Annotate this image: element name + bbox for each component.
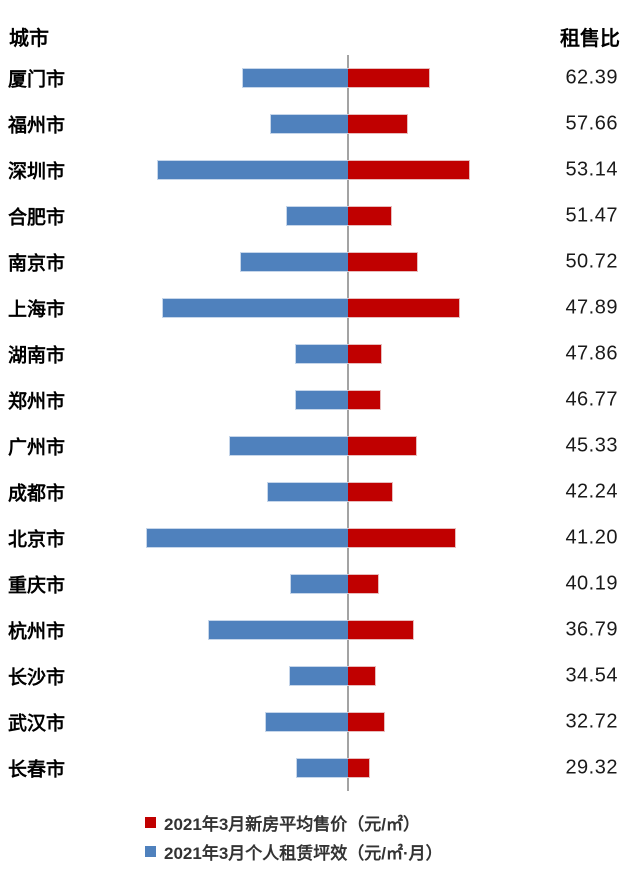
rent-bar (267, 482, 348, 502)
city-label: 湖南市 (8, 345, 66, 367)
price-bar (348, 666, 376, 686)
center-axis (347, 55, 349, 791)
chart-row: 郑州市 46.77 (0, 377, 628, 423)
ratio-value: 50.72 (565, 250, 618, 273)
city-label: 重庆市 (8, 575, 66, 597)
price-bar (348, 528, 456, 548)
rent-bar (229, 436, 348, 456)
price-bar (348, 206, 392, 226)
ratio-column-header: 租售比 (560, 28, 620, 50)
price-bar (348, 620, 414, 640)
chart-row: 福州市 57.66 (0, 101, 628, 147)
city-label: 北京市 (8, 529, 66, 551)
chart-row: 湖南市 47.86 (0, 331, 628, 377)
city-label: 合肥市 (8, 207, 66, 229)
legend-item-rent: 2021年3月个人租赁坪效（元/㎡·月） (145, 841, 628, 863)
rent-bar (295, 390, 348, 410)
rent-bar (290, 574, 348, 594)
legend-swatch-price-icon (145, 816, 156, 828)
chart-row: 南京市 50.72 (0, 239, 628, 285)
city-label: 成都市 (8, 483, 66, 505)
chart-row: 合肥市 51.47 (0, 193, 628, 239)
ratio-value: 51.47 (565, 204, 618, 227)
rent-bar (162, 298, 348, 318)
city-label: 广州市 (8, 437, 66, 459)
price-bar (348, 574, 379, 594)
chart-row: 广州市 45.33 (0, 423, 628, 469)
diverging-bar-chart: 厦门市 62.39 福州市 57.66 深圳市 53.14 合肥市 51.47 南京市 50.72… (0, 55, 628, 791)
city-label: 郑州市 (8, 391, 66, 413)
city-label: 福州市 (8, 115, 66, 137)
legend-item-price: 2021年3月新房平均售价（元/㎡） (145, 812, 628, 834)
rent-bar (286, 206, 348, 226)
ratio-value: 29.32 (565, 756, 618, 779)
legend-label: 2021年3月个人租赁坪效（元/㎡·月） (164, 843, 443, 863)
chart-row: 北京市 41.20 (0, 515, 628, 561)
chart-row: 上海市 47.89 (0, 285, 628, 331)
price-bar (348, 160, 470, 180)
rent-bar (240, 252, 348, 272)
city-label: 南京市 (8, 253, 66, 275)
ratio-value: 46.77 (565, 388, 618, 411)
chart-row: 成都市 42.24 (0, 469, 628, 515)
ratio-value: 62.39 (565, 66, 618, 89)
rent-bar (265, 712, 348, 732)
city-label: 深圳市 (8, 161, 66, 183)
ratio-value: 47.86 (565, 342, 618, 365)
price-bar (348, 68, 430, 88)
rent-bar (270, 114, 348, 134)
rent-bar (295, 344, 348, 364)
chart-row: 长春市 29.32 (0, 745, 628, 791)
chart-row: 厦门市 62.39 (0, 55, 628, 101)
ratio-value: 36.79 (565, 618, 618, 641)
rent-bar (289, 666, 348, 686)
price-bar (348, 712, 385, 732)
chart-row: 深圳市 53.14 (0, 147, 628, 193)
ratio-value: 42.24 (565, 480, 618, 503)
chart-row: 重庆市 40.19 (0, 561, 628, 607)
city-label: 武汉市 (8, 713, 66, 735)
ratio-value: 45.33 (565, 434, 618, 457)
price-bar (348, 114, 408, 134)
rent-bar (146, 528, 348, 548)
ratio-value: 47.89 (565, 296, 618, 319)
city-label: 长春市 (8, 759, 66, 781)
ratio-value: 34.54 (565, 664, 618, 687)
chart-row: 长沙市 34.54 (0, 653, 628, 699)
ratio-value: 53.14 (565, 158, 618, 181)
ratio-value: 40.19 (565, 572, 618, 595)
ratio-value: 41.20 (565, 526, 618, 549)
city-label: 上海市 (8, 299, 66, 321)
column-headers: 城市 租售比 (0, 22, 628, 50)
chart-row: 武汉市 32.72 (0, 699, 628, 745)
ratio-value: 32.72 (565, 710, 618, 733)
rent-bar (296, 758, 348, 778)
legend-swatch-rent-icon (145, 845, 156, 857)
legend-label: 2021年3月新房平均售价（元/㎡） (164, 814, 420, 834)
city-label: 杭州市 (8, 621, 66, 643)
chart-legend: 2021年3月新房平均售价（元/㎡） 2021年3月个人租赁坪效（元/㎡·月） (0, 812, 628, 863)
rent-bar (157, 160, 348, 180)
price-bar (348, 298, 460, 318)
city-label: 厦门市 (8, 69, 66, 91)
price-bar (348, 482, 393, 502)
price-bar (348, 390, 381, 410)
rent-bar (242, 68, 348, 88)
price-bar (348, 758, 370, 778)
price-bar (348, 436, 417, 456)
rent-bar (208, 620, 348, 640)
ratio-value: 57.66 (565, 112, 618, 135)
price-bar (348, 252, 418, 272)
city-label: 长沙市 (8, 667, 66, 689)
city-column-header: 城市 (9, 28, 49, 50)
chart-row: 杭州市 36.79 (0, 607, 628, 653)
price-bar (348, 344, 382, 364)
